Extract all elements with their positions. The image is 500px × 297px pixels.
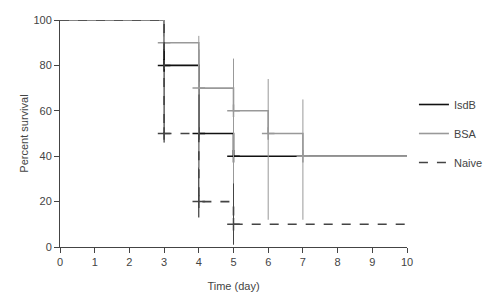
svg-text:9: 9: [369, 256, 375, 268]
svg-text:2: 2: [126, 256, 132, 268]
svg-text:20: 20: [40, 195, 52, 207]
svg-text:5: 5: [230, 256, 236, 268]
svg-text:100: 100: [33, 14, 51, 26]
svg-text:BSA: BSA: [454, 128, 477, 140]
svg-text:0: 0: [46, 241, 52, 253]
svg-text:7: 7: [300, 256, 306, 268]
svg-text:6: 6: [265, 256, 271, 268]
svg-text:3: 3: [161, 256, 167, 268]
svg-text:Percent survival: Percent survival: [18, 94, 30, 172]
svg-text:40: 40: [40, 150, 52, 162]
svg-text:4: 4: [196, 256, 202, 268]
svg-text:80: 80: [40, 59, 52, 71]
svg-text:Naive: Naive: [454, 157, 482, 169]
svg-text:IsdB: IsdB: [454, 99, 476, 111]
svg-text:10: 10: [401, 256, 413, 268]
svg-text:8: 8: [335, 256, 341, 268]
svg-text:1: 1: [92, 256, 98, 268]
svg-text:Time (day): Time (day): [207, 280, 259, 292]
svg-text:60: 60: [40, 105, 52, 117]
svg-text:0: 0: [57, 256, 63, 268]
